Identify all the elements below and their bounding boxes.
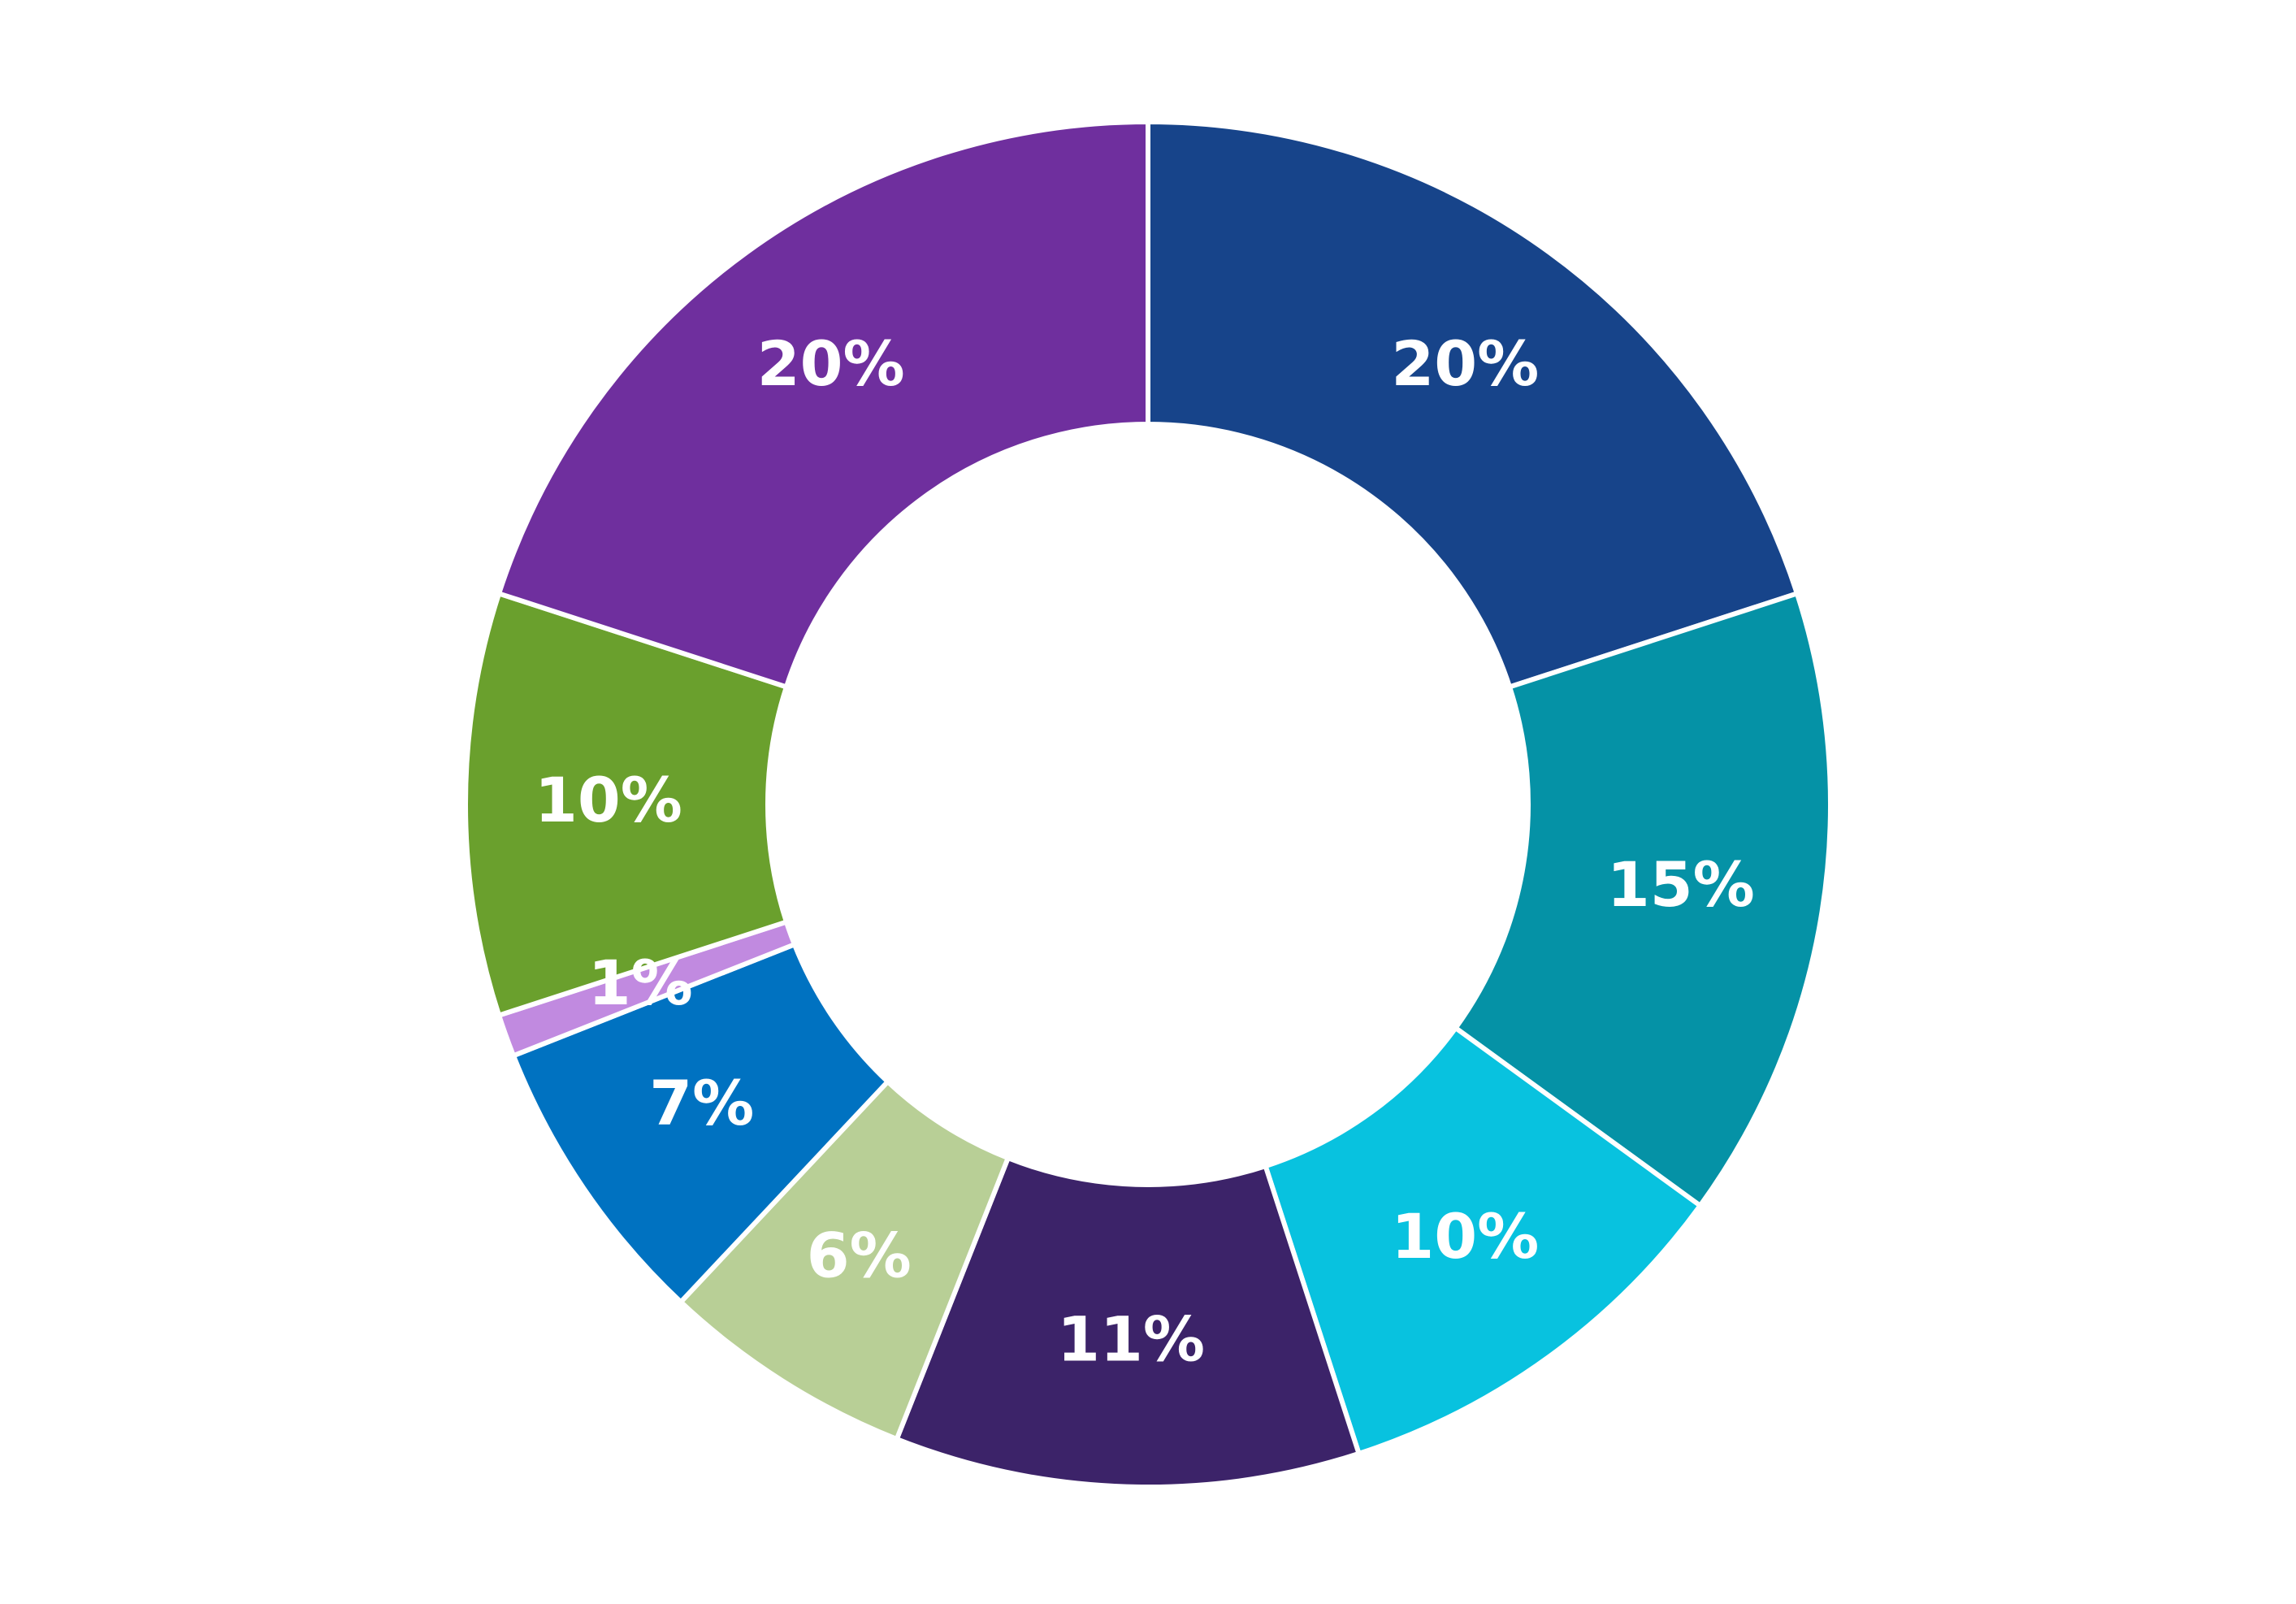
slice-label-8: 10% xyxy=(535,764,682,836)
slice-label-6: 7% xyxy=(649,1067,754,1139)
donut-slice-1 xyxy=(1146,119,1800,691)
donut-slice-9 xyxy=(496,119,1150,691)
donut-slice-2 xyxy=(1452,590,1834,1209)
donut-slice-3 xyxy=(1262,1024,1704,1457)
slice-label-9: 20% xyxy=(757,327,905,400)
slice-label-3: 10% xyxy=(1391,1200,1539,1272)
donut-slice-4 xyxy=(893,1155,1362,1489)
labels-layer: 20% 15% 10% 11% 6% 7% 1% 10% 20% xyxy=(535,327,1755,1376)
slice-label-7: 1% xyxy=(588,947,693,1019)
slice-label-4: 11% xyxy=(1057,1303,1205,1376)
donut-slice-8 xyxy=(463,590,790,1019)
slice-label-5: 6% xyxy=(807,1220,912,1292)
slice-label-1: 20% xyxy=(1391,327,1539,400)
slice-label-2: 15% xyxy=(1607,848,1755,921)
slices-layer xyxy=(463,119,1834,1489)
